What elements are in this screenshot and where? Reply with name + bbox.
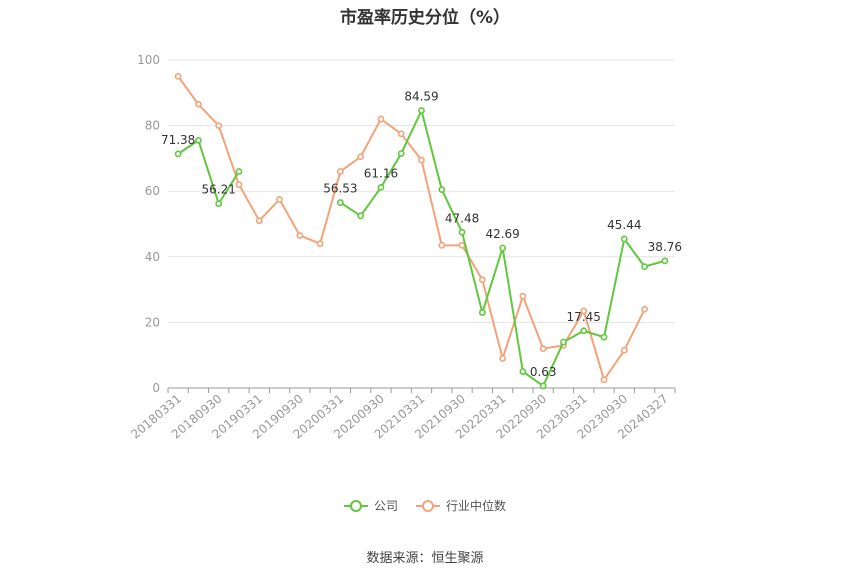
data-point-industry-median [478,276,486,284]
y-tick-label: 0 [152,381,160,395]
data-point-industry-median [357,153,365,161]
data-point-industry-median [580,307,588,315]
data-label: 45.44 [607,218,641,232]
data-point-company [397,150,405,157]
y-tick-label: 20 [145,315,160,329]
data-point-company [600,333,608,341]
data-label: 42.69 [485,227,519,241]
data-point-company [195,136,202,144]
y-tick-label: 60 [145,184,160,198]
data-point-industry-median [174,73,182,80]
data-point-company [580,327,588,335]
data-point-industry-median [296,232,304,239]
data-point-industry-median [539,345,547,353]
data-point-company [539,382,547,390]
data-point-company [438,186,446,193]
y-tick-label: 40 [145,250,160,264]
data-point-company [377,183,385,191]
data-point-industry-median [641,305,648,313]
legend-item-company[interactable]: 公司 [343,497,398,514]
data-label: 38.76 [648,240,682,254]
data-point-company [418,107,425,114]
data-point-industry-median [215,122,223,129]
data-label: 61.16 [364,166,398,180]
y-tick-label: 80 [145,119,160,133]
series-line-company [177,138,240,206]
data-point-industry-median [418,156,425,164]
data-point-company [174,150,182,158]
data-point-industry-median [397,130,405,138]
data-point-company [519,368,527,375]
data-point-company [215,200,223,208]
data-point-company [641,263,648,271]
data-point-company [620,235,628,243]
data-point-industry-median [235,181,243,189]
data-point-company [661,257,669,265]
data-point-industry-median [195,100,202,108]
data-label: 56.53 [323,182,357,196]
y-tick-label: 100 [137,53,160,67]
data-point-industry-median [438,241,446,249]
data-point-industry-median [499,355,507,362]
data-point-industry-median [620,346,628,354]
data-point-company [235,168,243,175]
data-point-industry-median [316,240,324,248]
data-point-industry-median [600,376,608,384]
data-point-company [499,244,507,252]
legend-company-line-icon [343,499,368,513]
source-note: 数据来源：恒生聚源 [366,551,484,566]
data-point-industry-median [276,195,283,203]
series-line-industry-median [177,75,646,383]
legend: 公司 行业中位数 [0,497,850,514]
data-point-company [357,212,365,220]
data-point-company [336,199,344,206]
data-point-industry-median [377,115,385,123]
data-point-company [560,338,567,346]
data-label: 0.63 [530,365,557,379]
data-label: 56.21 [202,183,236,197]
data-point-company [478,309,486,316]
legend-industry-line-icon [416,499,440,513]
data-point-industry-median [519,292,527,300]
legend-item-industry-median[interactable]: 行业中位数 [416,497,506,514]
data-point-company [458,228,466,236]
data-point-industry-median [255,217,263,225]
legend-company-label: 公司 [373,499,398,513]
data-label: 84.59 [404,90,438,104]
data-label: 47.48 [445,211,479,225]
data-label: 71.38 [161,133,195,147]
data-label: 17.45 [567,310,601,324]
chart-title: 市盈率历史分位（%） [339,8,511,28]
data-point-industry-median [336,168,344,175]
legend-industry-label: 行业中位数 [446,499,507,513]
